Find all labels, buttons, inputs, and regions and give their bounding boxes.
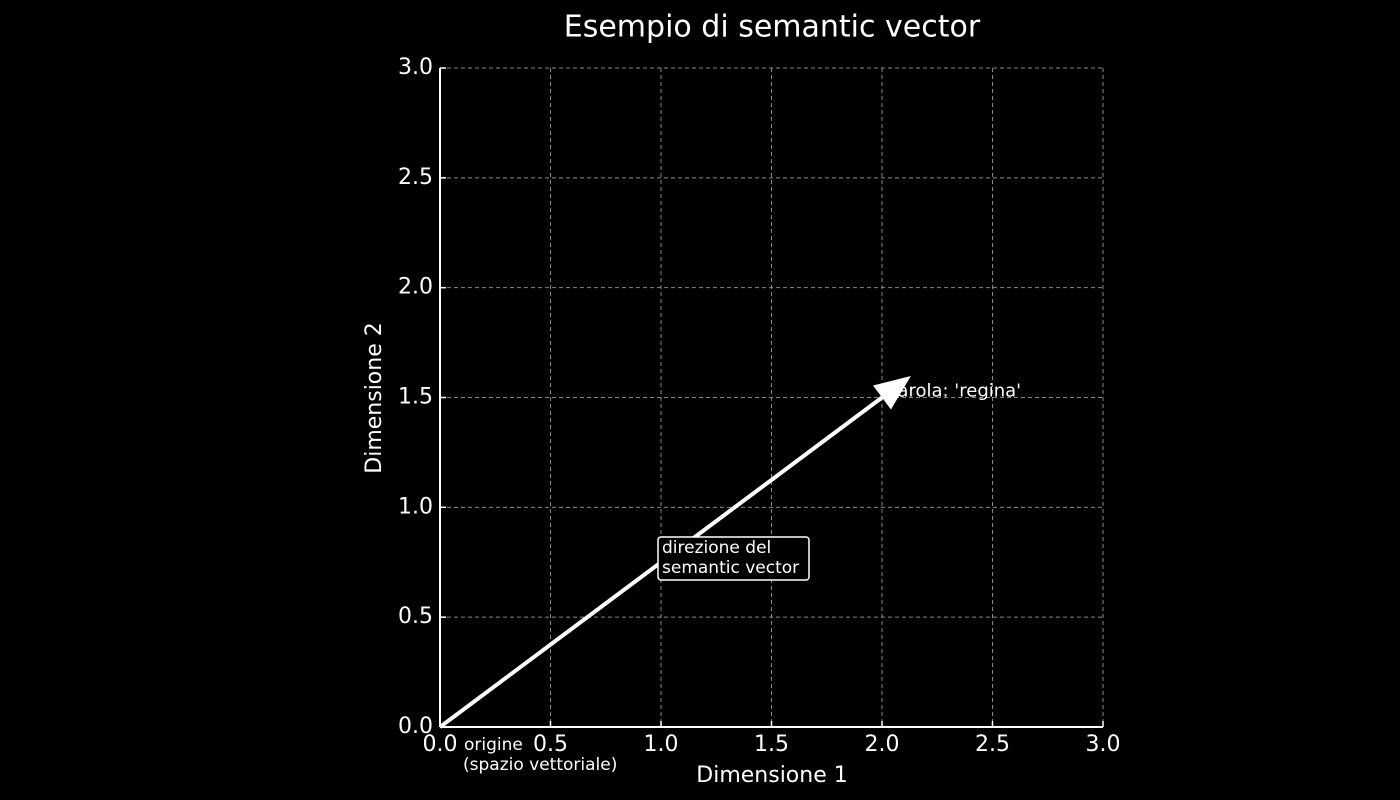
y-tick-label: 2.5 bbox=[398, 165, 433, 190]
annotation: (spazio vettoriale) bbox=[463, 755, 617, 775]
chart-title: Esempio di semantic vector bbox=[564, 10, 981, 45]
x-tick-label: 3.0 bbox=[1086, 732, 1121, 757]
y-tick-label: 2.0 bbox=[398, 275, 433, 300]
x-tick-label: 2.0 bbox=[865, 732, 900, 757]
y-tick-label: 3.0 bbox=[398, 55, 433, 80]
annotation-box bbox=[657, 536, 810, 581]
y-axis-label: Dimensione 2 bbox=[362, 322, 387, 473]
x-tick-label: 1.0 bbox=[644, 732, 679, 757]
x-tick-label: 0.0 bbox=[423, 732, 458, 757]
y-tick-label: 1.0 bbox=[398, 494, 433, 519]
annotation: origine bbox=[464, 735, 523, 755]
annotation: parola: 'regina' bbox=[886, 381, 1021, 402]
annotation: direzione del bbox=[662, 538, 771, 558]
x-tick-label: 0.5 bbox=[533, 732, 568, 757]
x-tick-label: 1.5 bbox=[754, 732, 789, 757]
annotation: semantic vector bbox=[662, 558, 799, 578]
y-tick-label: 0.5 bbox=[398, 604, 433, 629]
x-axis-label: Dimensione 1 bbox=[696, 763, 847, 788]
y-tick-label: 1.5 bbox=[398, 385, 433, 410]
x-tick-label: 2.5 bbox=[975, 732, 1010, 757]
vector-head bbox=[873, 375, 911, 410]
y-tick-label: 0.0 bbox=[398, 714, 433, 739]
